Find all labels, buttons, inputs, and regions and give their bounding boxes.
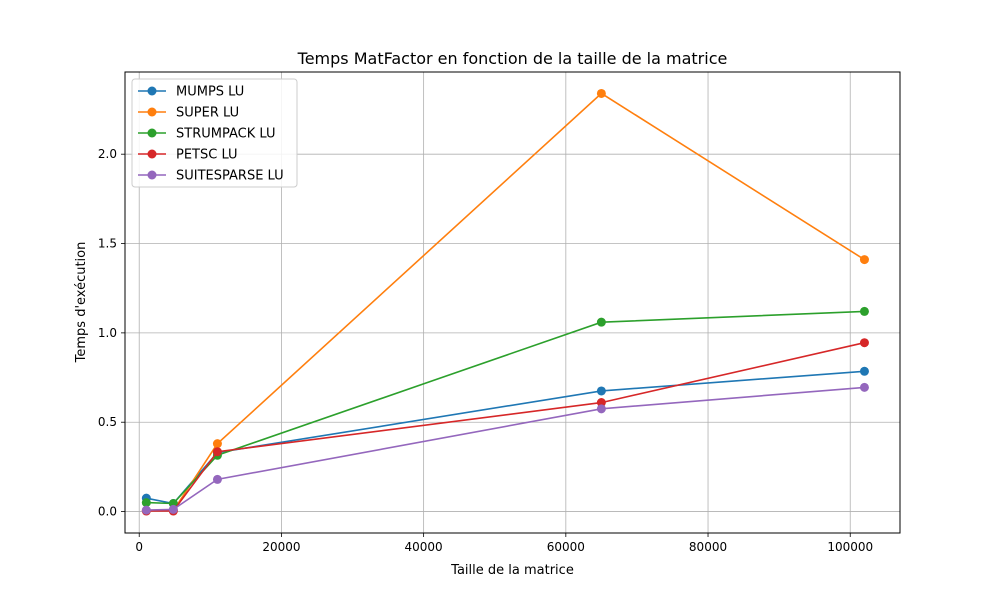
legend-marker	[147, 107, 157, 117]
legend-label: PETSC LU	[176, 148, 238, 163]
data-point-petsc-lu	[596, 398, 606, 408]
y-axis-label: Temps d'exécution	[74, 242, 89, 364]
data-point-petsc-lu	[212, 447, 222, 457]
y-tick-label: 2.0	[98, 147, 117, 161]
data-point-suitesparse-lu	[212, 474, 222, 484]
y-tick-label: 1.5	[98, 237, 117, 251]
x-tick-label: 20000	[262, 540, 300, 554]
chart-title: Temps MatFactor en fonction de la taille…	[297, 49, 728, 68]
legend-label: STRUMPACK LU	[176, 127, 275, 142]
data-point-suitesparse-lu	[168, 504, 178, 514]
series-line-strumpack-lu	[146, 310, 865, 505]
data-point-suitesparse-lu	[141, 505, 151, 515]
legend-label: SUITESPARSE LU	[176, 169, 284, 184]
data-point-strumpack-lu	[596, 317, 606, 327]
y-tick-label: 0.5	[98, 415, 117, 429]
x-tick-label: 0	[135, 540, 143, 554]
data-point-suitesparse-lu	[596, 404, 606, 414]
data-point-mumps-lu	[596, 386, 606, 396]
legend-marker	[147, 128, 157, 138]
legend-marker	[147, 170, 157, 180]
legend: MUMPS LU SUPER LU STRUMPACK LU PETSC LU SUIT…	[131, 78, 298, 188]
x-tick-label: 100000	[827, 540, 873, 554]
x-tick-label: 40000	[405, 540, 443, 554]
legend-marker	[147, 86, 157, 96]
data-point-petsc-lu	[859, 338, 869, 348]
legend-marker	[147, 149, 157, 159]
plot-area-frame	[124, 71, 901, 534]
data-point-super-lu	[212, 439, 222, 449]
axis-ticks: 0 20000 40000 60000 80000 100000 0.0 0.5 1.0 1.5 2…	[98, 147, 873, 554]
data-point-strumpack-lu	[141, 498, 151, 508]
y-tick-label: 0.0	[98, 505, 117, 519]
data-point-strumpack-lu	[859, 306, 869, 316]
data-point-super-lu	[859, 255, 869, 265]
legend-box	[131, 78, 298, 188]
series-layer	[141, 88, 869, 516]
series-line-mumps-lu	[146, 370, 865, 505]
y-tick-label: 1.0	[98, 326, 117, 340]
data-point-suitesparse-lu	[859, 382, 869, 392]
x-tick-label: 60000	[547, 540, 585, 554]
x-tick-label: 80000	[689, 540, 727, 554]
data-point-mumps-lu	[859, 366, 869, 376]
legend-label: SUPER LU	[176, 106, 239, 121]
legend-label: MUMPS LU	[176, 85, 244, 100]
data-point-super-lu	[596, 88, 606, 98]
x-axis-label: Taille de la matrice	[450, 563, 574, 578]
